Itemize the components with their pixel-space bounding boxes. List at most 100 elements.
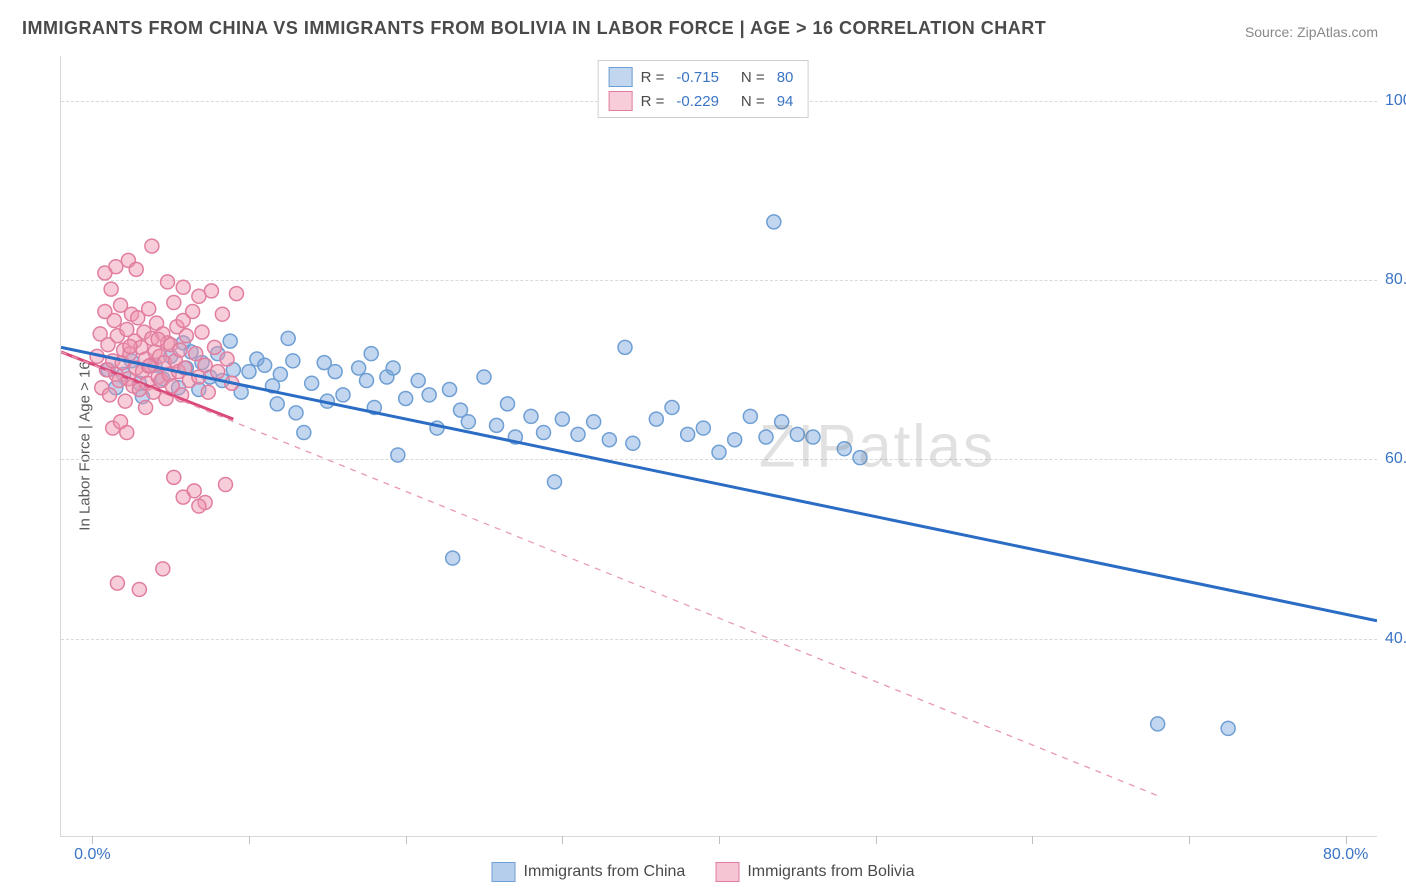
data-point bbox=[156, 562, 170, 576]
data-point bbox=[139, 400, 153, 414]
data-point bbox=[258, 358, 272, 372]
data-point bbox=[201, 385, 215, 399]
data-point bbox=[167, 470, 181, 484]
legend-swatch bbox=[715, 862, 739, 882]
data-point bbox=[297, 426, 311, 440]
legend-label: Immigrants from Bolivia bbox=[747, 863, 914, 881]
y-tick-label: 100.0% bbox=[1385, 92, 1406, 110]
legend-r-label: R = bbox=[641, 93, 665, 110]
x-tick bbox=[876, 836, 877, 844]
chart-svg bbox=[61, 56, 1377, 836]
x-tick bbox=[249, 836, 250, 844]
data-point bbox=[790, 427, 804, 441]
data-point bbox=[98, 266, 112, 280]
data-point bbox=[167, 296, 181, 310]
y-tick-label: 40.0% bbox=[1385, 630, 1406, 648]
legend-series: Immigrants from China Immigrants from Bol… bbox=[492, 862, 915, 882]
data-point bbox=[422, 388, 436, 402]
trend-line bbox=[61, 347, 1377, 620]
x-tick bbox=[562, 836, 563, 844]
data-point bbox=[195, 325, 209, 339]
data-point bbox=[853, 451, 867, 465]
legend-item: Immigrants from China bbox=[492, 862, 686, 882]
x-tick bbox=[719, 836, 720, 844]
data-point bbox=[129, 262, 143, 276]
legend-item: Immigrants from Bolivia bbox=[715, 862, 914, 882]
data-point bbox=[189, 347, 203, 361]
data-point bbox=[649, 412, 663, 426]
data-point bbox=[759, 430, 773, 444]
data-point bbox=[696, 421, 710, 435]
legend-n-value: 80 bbox=[777, 69, 794, 86]
data-point bbox=[120, 426, 134, 440]
data-point bbox=[618, 340, 632, 354]
data-point bbox=[173, 343, 187, 357]
data-point bbox=[286, 354, 300, 368]
legend-r-value: -0.715 bbox=[676, 69, 719, 86]
data-point bbox=[775, 415, 789, 429]
x-tick bbox=[406, 836, 407, 844]
data-point bbox=[211, 365, 225, 379]
legend-swatch bbox=[492, 862, 516, 882]
data-point bbox=[242, 365, 256, 379]
legend-row: R = -0.715 N = 80 bbox=[609, 65, 798, 89]
source-label: Source: ZipAtlas.com bbox=[1245, 24, 1378, 40]
legend-swatch bbox=[609, 91, 633, 111]
data-point bbox=[336, 388, 350, 402]
data-point bbox=[118, 394, 132, 408]
plot-area: In Labor Force | Age > 16 ZIPatlas 40.0%… bbox=[60, 56, 1377, 837]
data-point bbox=[110, 576, 124, 590]
data-point bbox=[767, 215, 781, 229]
data-point bbox=[289, 406, 303, 420]
data-point bbox=[219, 478, 233, 492]
legend-n-value: 94 bbox=[777, 93, 794, 110]
data-point bbox=[186, 305, 200, 319]
data-point bbox=[587, 415, 601, 429]
data-point bbox=[229, 287, 243, 301]
y-tick-label: 60.0% bbox=[1385, 450, 1406, 468]
x-tick bbox=[1346, 836, 1347, 844]
data-point bbox=[477, 370, 491, 384]
data-point bbox=[806, 430, 820, 444]
data-point bbox=[151, 332, 165, 346]
data-point bbox=[681, 427, 695, 441]
data-point bbox=[399, 391, 413, 405]
data-point bbox=[548, 475, 562, 489]
data-point bbox=[270, 397, 284, 411]
chart-title: IMMIGRANTS FROM CHINA VS IMMIGRANTS FROM… bbox=[22, 18, 1046, 39]
data-point bbox=[555, 412, 569, 426]
data-point bbox=[215, 307, 229, 321]
data-point bbox=[1221, 721, 1235, 735]
data-point bbox=[446, 551, 460, 565]
data-point bbox=[192, 289, 206, 303]
data-point bbox=[223, 334, 237, 348]
data-point bbox=[524, 409, 538, 423]
data-point bbox=[176, 280, 190, 294]
data-point bbox=[391, 448, 405, 462]
legend-n-label: N = bbox=[741, 69, 765, 86]
data-point bbox=[665, 400, 679, 414]
data-point bbox=[132, 582, 146, 596]
x-tick bbox=[92, 836, 93, 844]
x-tick-label: 80.0% bbox=[1323, 846, 1368, 864]
data-point bbox=[107, 313, 121, 327]
data-point bbox=[712, 445, 726, 459]
data-point bbox=[743, 409, 757, 423]
data-point bbox=[602, 433, 616, 447]
y-tick-label: 80.0% bbox=[1385, 271, 1406, 289]
data-point bbox=[837, 442, 851, 456]
legend-r-label: R = bbox=[641, 69, 665, 86]
trend-line bbox=[61, 352, 1158, 796]
data-point bbox=[273, 367, 287, 381]
data-point bbox=[161, 275, 175, 289]
data-point bbox=[537, 426, 551, 440]
data-point bbox=[176, 490, 190, 504]
data-point bbox=[208, 340, 222, 354]
legend-r-value: -0.229 bbox=[676, 93, 719, 110]
data-point bbox=[104, 282, 118, 296]
data-point bbox=[220, 352, 234, 366]
data-point bbox=[364, 347, 378, 361]
data-point bbox=[192, 499, 206, 513]
data-point bbox=[142, 302, 156, 316]
x-tick bbox=[1189, 836, 1190, 844]
